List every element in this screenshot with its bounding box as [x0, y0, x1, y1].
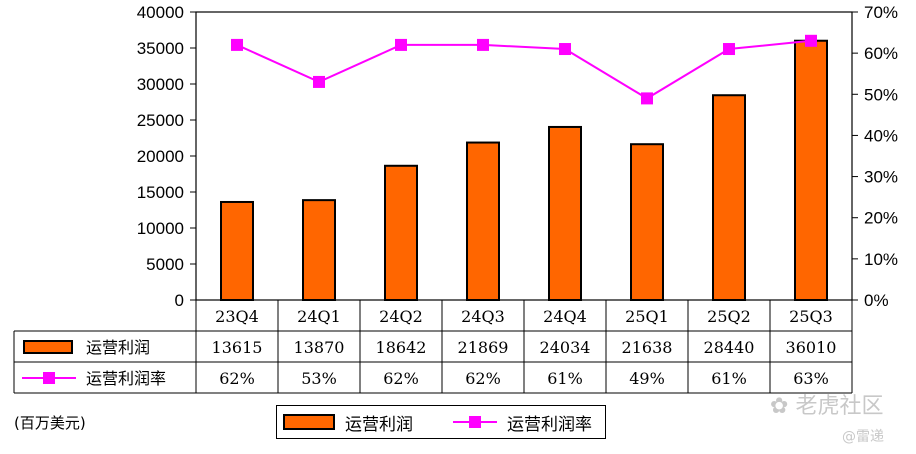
margin-line	[236, 39, 812, 100]
y-left-tick-label: 10000	[137, 219, 184, 238]
bar	[220, 200, 254, 301]
table-cell: 21638	[622, 338, 673, 357]
table-cell: 21869	[458, 338, 509, 357]
table-cell: 63%	[793, 369, 829, 388]
bar	[548, 125, 582, 301]
y-left-tick-label: 30000	[137, 75, 184, 94]
legend-line-swatch	[453, 416, 497, 428]
legend-label-operating-margin: 运营利润率	[507, 414, 592, 435]
bar	[794, 39, 828, 302]
table-cell: 13870	[294, 338, 345, 357]
y-left-tick-label: 5000	[146, 255, 184, 274]
table-row-label: 运营利润率	[86, 369, 166, 388]
bar	[466, 141, 500, 301]
y-left-tick-label: 35000	[137, 39, 184, 58]
category-label: 24Q4	[543, 307, 587, 326]
bar	[384, 164, 418, 301]
y-right-tick-label: 30%	[864, 168, 898, 187]
table-cell: 61%	[711, 369, 747, 388]
y-left-tick-label: 40000	[137, 3, 184, 22]
bar	[630, 143, 664, 301]
y-left-tick-label: 15000	[137, 183, 184, 202]
table-cell: 36010	[786, 338, 837, 357]
table-cell: 62%	[219, 369, 255, 388]
table-cell: 49%	[629, 369, 665, 388]
table-cell: 62%	[465, 369, 501, 388]
y-right-tick-label: 10%	[864, 250, 898, 269]
table-key-bar	[23, 340, 73, 354]
y-right-tick-label: 60%	[864, 44, 898, 63]
watermark-handle: @雷递	[842, 429, 884, 445]
table-cell: 28440	[704, 338, 755, 357]
plot-area	[195, 11, 853, 301]
margin-marker	[559, 43, 571, 56]
margin-marker	[477, 38, 489, 51]
table-cell: 18642	[376, 338, 427, 357]
watermark-logo: ✿ 老虎社区	[770, 394, 884, 419]
margin-marker	[313, 75, 325, 88]
y-right-tick-label: 0%	[864, 291, 889, 310]
y-left-tick-label: 25000	[137, 111, 184, 130]
margin-marker	[231, 38, 243, 51]
category-label: 23Q4	[215, 307, 259, 326]
category-label: 24Q2	[379, 307, 423, 326]
legend-item-operating-profit: 运营利润	[283, 406, 413, 438]
y-right-tick-label: 20%	[864, 209, 898, 228]
y-right-tick-label: 70%	[864, 3, 898, 22]
margin-marker	[805, 34, 817, 47]
margin-marker	[641, 92, 653, 105]
table-cell: 13615	[212, 338, 263, 357]
legend-bar-swatch	[283, 414, 335, 430]
table-cell: 61%	[547, 369, 583, 388]
legend-label-operating-profit: 运营利润	[345, 414, 413, 435]
legend-item-operating-margin: 运营利润率	[453, 406, 592, 438]
bar	[302, 199, 336, 301]
legend: 运营利润 运营利润率	[276, 405, 606, 439]
category-label: 24Q3	[461, 307, 505, 326]
y-left-tick-label: 20000	[137, 147, 184, 166]
y-left-tick-label: 0	[175, 291, 184, 310]
category-label: 25Q3	[789, 307, 833, 326]
margin-marker	[395, 38, 407, 51]
table-cell: 62%	[383, 369, 419, 388]
margin-marker	[723, 43, 735, 56]
table-row-label: 运营利润	[86, 338, 150, 357]
table-cell: 24034	[540, 338, 591, 357]
unit-note: (百万美元)	[14, 414, 86, 432]
table-key-marker	[43, 372, 55, 384]
y-right-tick-label: 40%	[864, 126, 898, 145]
table-cell: 53%	[301, 369, 337, 388]
category-label: 24Q1	[297, 307, 341, 326]
category-label: 25Q2	[707, 307, 751, 326]
y-right-tick-label: 50%	[864, 85, 898, 104]
bar	[712, 94, 746, 302]
category-label: 25Q1	[625, 307, 669, 326]
